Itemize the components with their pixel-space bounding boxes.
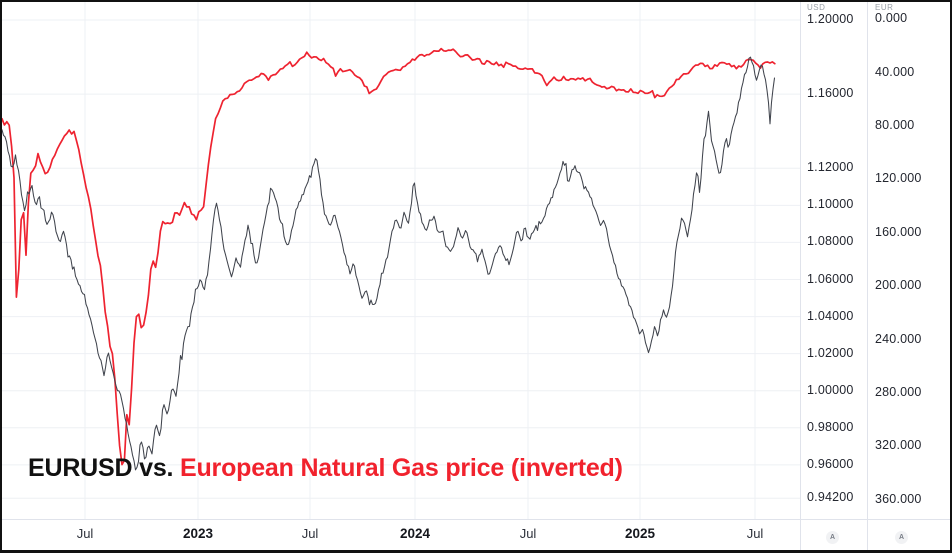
- time-tick-month: Jul: [519, 526, 537, 541]
- usd-tick-label: 1.02000: [807, 346, 854, 360]
- time-tick-year: 2024: [399, 526, 431, 541]
- usd-tick-label: 1.16000: [807, 86, 854, 100]
- usd-tick-label: 1.00000: [807, 383, 854, 397]
- usd-tick-label: 0.96000: [807, 457, 854, 471]
- time-tick-year: 2023: [182, 526, 214, 541]
- time-tick-month: Jul: [746, 526, 764, 541]
- chart-title-red: European Natural Gas price (inverted): [180, 454, 623, 482]
- usd-tick-label: 1.12000: [807, 160, 854, 174]
- natural-gas-line: [2, 47, 776, 466]
- usd-tick-label: 1.10000: [807, 197, 854, 211]
- eur-tick-label: 200.000: [875, 278, 922, 292]
- eur-tick-label: 360.000: [875, 492, 922, 506]
- time-tick-month: Jul: [76, 526, 94, 541]
- time-tick-month: Jul: [301, 526, 319, 541]
- eur-auto-scale-button[interactable]: A: [895, 531, 908, 544]
- time-tick-year: 2025: [624, 526, 656, 541]
- eur-tick-label: 0.000: [875, 11, 908, 25]
- price-chart-canvas[interactable]: [2, 2, 800, 519]
- usd-tick-label: 0.94200: [807, 490, 854, 504]
- usd-tick-label: 1.08000: [807, 234, 854, 248]
- eur-tick-label: 280.000: [875, 385, 922, 399]
- usd-tick-label: 1.20000: [807, 12, 854, 26]
- eur-price-scale[interactable]: EUR 0.000 40.000 80.000 120.000 160.000 200.0…: [868, 2, 950, 519]
- eur-tick-label: 80.000: [875, 118, 915, 132]
- usd-tick-label: 1.06000: [807, 272, 854, 286]
- eurusd-line: [2, 56, 776, 471]
- eur-scale-separator: [867, 2, 868, 550]
- usd-scale-separator: [800, 2, 801, 550]
- usd-tick-label: 1.04000: [807, 309, 854, 323]
- eur-tick-label: 40.000: [875, 65, 915, 79]
- usd-tick-label: 0.98000: [807, 420, 854, 434]
- eur-unit-label: EUR: [875, 3, 894, 12]
- gridlines: [2, 2, 800, 519]
- chart-title-black: EURUSD vs.: [28, 454, 181, 482]
- eur-tick-label: 120.000: [875, 171, 922, 185]
- usd-price-scale[interactable]: USD 1.20000 1.16000 1.12000 1.10000 1.08000 1…: [801, 2, 867, 519]
- eur-tick-label: 160.000: [875, 225, 922, 239]
- eur-tick-label: 240.000: [875, 332, 922, 346]
- usd-unit-label: USD: [807, 3, 826, 12]
- usd-auto-scale-button[interactable]: A: [826, 531, 839, 544]
- time-axis-separator: [2, 519, 950, 520]
- chart-title: EURUSD vs. European Natural Gas price (i…: [28, 454, 623, 483]
- eur-tick-label: 320.000: [875, 438, 922, 452]
